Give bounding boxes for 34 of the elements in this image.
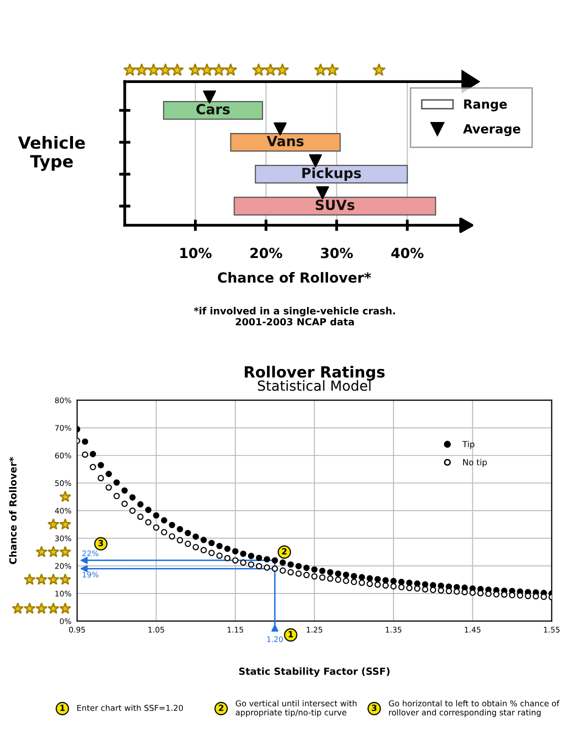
point	[203, 90, 216, 104]
y-tick-label: Vans	[266, 136, 304, 146]
annotation: 3	[98, 540, 104, 546]
x-axis-title: Chance of Rollover*	[218, 272, 372, 283]
legend-label: Tip	[462, 440, 474, 449]
text: 2	[218, 704, 224, 711]
y-tick-label: Cars	[196, 104, 230, 114]
annotation: 2	[282, 548, 287, 554]
text: 1	[288, 631, 293, 638]
text: 1	[60, 704, 65, 711]
text: Go horizontal to left to obtain % chance of rollover and corresponding star rating	[388, 700, 560, 717]
chart-subtitle: Statistical Model	[258, 380, 370, 391]
point	[274, 122, 287, 136]
point	[316, 186, 330, 200]
text: *if involved in a single-vehicle crash. 2001-2003 NCAP data	[194, 306, 395, 326]
text: 3	[372, 704, 376, 712]
legend-label: No tip	[463, 458, 487, 467]
text: Enter chart with SSF=1.20	[77, 704, 183, 711]
point	[308, 154, 322, 168]
bar	[230, 132, 341, 152]
text: Go vertical until intersect with appropriate tip/no-tip curve	[236, 700, 357, 717]
bar	[163, 101, 264, 120]
y-tick-label: SUVs	[316, 200, 354, 210]
y-axis-title: Vehicle Type	[18, 136, 85, 171]
legend-label: Average	[463, 124, 520, 136]
y-tick-label: Pickups	[302, 167, 361, 181]
chart-title: Rollover Ratings	[244, 366, 385, 381]
x-tick-label: 10%	[180, 248, 212, 258]
bar	[234, 196, 436, 216]
legend-label: Range	[464, 100, 507, 112]
y-axis-title: Chance of Rollover*	[9, 456, 17, 564]
x-tick-label: 40%	[391, 248, 424, 258]
x-tick-label: 20%	[250, 248, 282, 258]
x-axis-title: Static Stability Factor (SSF)	[239, 667, 390, 677]
